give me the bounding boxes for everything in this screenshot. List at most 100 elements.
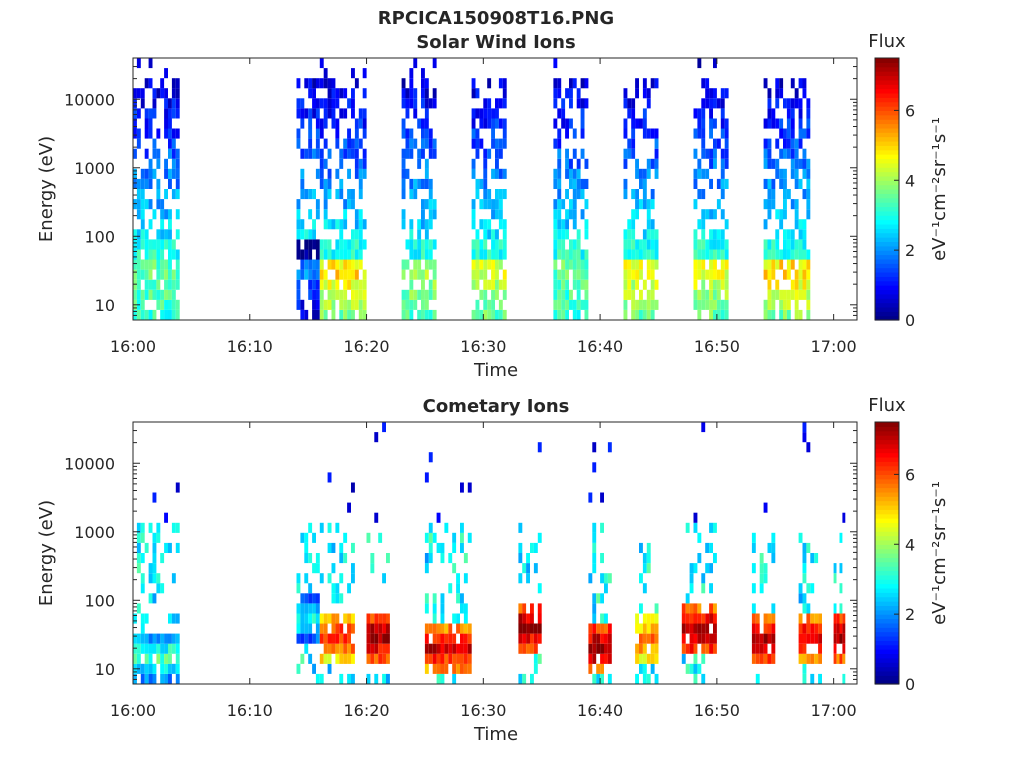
- solar-wind-heat-cell: [495, 269, 499, 280]
- cometary-heat-cell: [148, 643, 153, 654]
- cometary-heat-cell: [697, 623, 702, 634]
- cometary-heat-cell: [759, 653, 764, 664]
- cometary-heat-cell: [537, 613, 542, 624]
- solar-wind-heat-cell: [639, 309, 643, 320]
- cometary-heat-cell: [382, 623, 386, 634]
- solar-wind-heat-cell: [557, 249, 562, 260]
- solar-wind-heat-cell: [779, 299, 784, 310]
- solar-wind-heat-cell: [557, 239, 562, 250]
- solar-wind-heat-cell: [156, 289, 161, 300]
- solar-wind-heat-cell: [424, 168, 429, 179]
- cometary-heat-cell: [650, 633, 655, 644]
- solar-wind-heat-cell: [565, 168, 569, 179]
- cometary-heat-cell: [818, 623, 822, 634]
- cometary-heat-cell: [771, 613, 776, 624]
- solar-wind-heat-cell: [327, 299, 332, 310]
- solar-wind-heat-cell: [794, 199, 799, 210]
- solar-wind-heat-cell: [491, 289, 495, 300]
- solar-wind-heat-cell: [720, 209, 725, 220]
- solar-wind-heat-cell: [424, 178, 429, 189]
- cometary-heat-cell: [689, 583, 694, 594]
- solar-wind-heat-cell: [413, 299, 418, 310]
- solar-wind-heat-cell: [584, 158, 589, 169]
- cometary-heat-cell: [370, 553, 375, 564]
- solar-wind-heat-cell: [417, 239, 422, 250]
- solar-wind-heat-cell: [693, 249, 698, 260]
- solar-wind-heat-cell: [553, 118, 558, 129]
- solar-wind-heat-cell: [351, 249, 355, 260]
- solar-wind-heat-cell: [775, 118, 780, 129]
- solar-wind-heat-cell: [483, 239, 488, 250]
- cometary-heat-cell: [802, 563, 807, 574]
- cometary-heat-cell: [156, 573, 161, 584]
- solar-wind-heat-cell: [720, 189, 725, 200]
- solar-wind-heat-cell: [133, 289, 137, 300]
- solar-wind-heat-cell: [168, 229, 172, 240]
- solar-wind-heat-cell: [639, 249, 643, 260]
- cometary-heat-cell: [596, 593, 601, 604]
- cometary-xtick-label: 16:40: [577, 701, 623, 720]
- cometary-heat-cell: [588, 573, 593, 584]
- solar-wind-heat-cell: [296, 138, 301, 149]
- solar-wind-heat-cell: [779, 78, 784, 89]
- solar-wind-heat-cell: [491, 168, 495, 179]
- solar-wind-heat-cell: [479, 118, 484, 129]
- cometary-heat-cell: [428, 542, 433, 553]
- solar-wind-heat-cell: [495, 148, 499, 159]
- solar-wind-heat-cell: [623, 158, 628, 169]
- cometary-heat-cell: [168, 613, 172, 624]
- solar-wind-heat-cell: [569, 289, 573, 300]
- solar-wind-heat-cell: [471, 269, 476, 280]
- cometary-heat-cell: [300, 623, 305, 634]
- cometary-heat-cell: [144, 653, 149, 664]
- solar-wind-heat-cell: [767, 309, 772, 320]
- solar-wind-heat-cell: [315, 78, 320, 89]
- solar-wind-heat-cell: [409, 189, 414, 200]
- cometary-heat-cell: [705, 613, 710, 624]
- solar-wind-heat-cell: [775, 209, 780, 220]
- cometary-heat-cell: [374, 623, 379, 634]
- cometary-heat-cell: [456, 593, 460, 604]
- solar-wind-heat-cell: [304, 78, 309, 89]
- solar-wind-heat-cell: [779, 259, 784, 270]
- cometary-heat-cell: [136, 603, 141, 614]
- solar-wind-heat-cell: [798, 269, 803, 280]
- cometary-colorbar-segment: [875, 478, 899, 484]
- cometary-heat-cell: [327, 653, 332, 664]
- solar-wind-heat-cell: [133, 88, 137, 99]
- cometary-heat-cell: [300, 532, 305, 543]
- solar-wind-heat-cell: [323, 199, 328, 210]
- solar-wind-heat-cell: [358, 229, 363, 240]
- solar-wind-heat-cell: [347, 249, 351, 260]
- solar-wind-heat-cell: [802, 158, 807, 169]
- solar-wind-heat-cell: [171, 158, 176, 169]
- cometary-heat-cell: [171, 522, 176, 533]
- cometary-heat-cell: [136, 633, 141, 644]
- solar-wind-heat-cell: [347, 199, 351, 210]
- solar-wind-colorbar-segment: [875, 258, 899, 264]
- cometary-heat-cell: [522, 563, 527, 574]
- solar-wind-heat-cell: [487, 108, 492, 119]
- solar-wind-xtick-label: 16:50: [694, 337, 740, 356]
- cometary-heat-cell: [300, 603, 305, 614]
- solar-wind-heat-cell: [565, 259, 569, 270]
- solar-wind-colorbar-segment: [875, 145, 899, 151]
- solar-wind-heat-cell: [767, 148, 772, 159]
- cometary-heat-cell: [592, 462, 597, 473]
- solar-wind-heat-cell: [502, 219, 507, 230]
- solar-wind-heat-cell: [144, 309, 149, 320]
- solar-wind-colorbar-segment: [875, 75, 899, 81]
- cometary-heat-cell: [751, 623, 756, 634]
- solar-wind-xtick-label: 16:10: [227, 337, 273, 356]
- solar-wind-heat-cell: [767, 138, 772, 149]
- solar-wind-heat-cell: [300, 229, 305, 240]
- solar-wind-heat-cell: [495, 309, 499, 320]
- cometary-heat-cell: [818, 643, 822, 654]
- solar-wind-heat-cell: [362, 239, 367, 250]
- cometary-heat-cell: [814, 653, 819, 664]
- cometary-heat-cell: [140, 643, 145, 654]
- solar-wind-heat-cell: [654, 259, 659, 270]
- solar-wind-heat-cell: [168, 259, 172, 270]
- cometary-heat-cell: [378, 643, 383, 654]
- solar-wind-heat-cell: [362, 108, 367, 119]
